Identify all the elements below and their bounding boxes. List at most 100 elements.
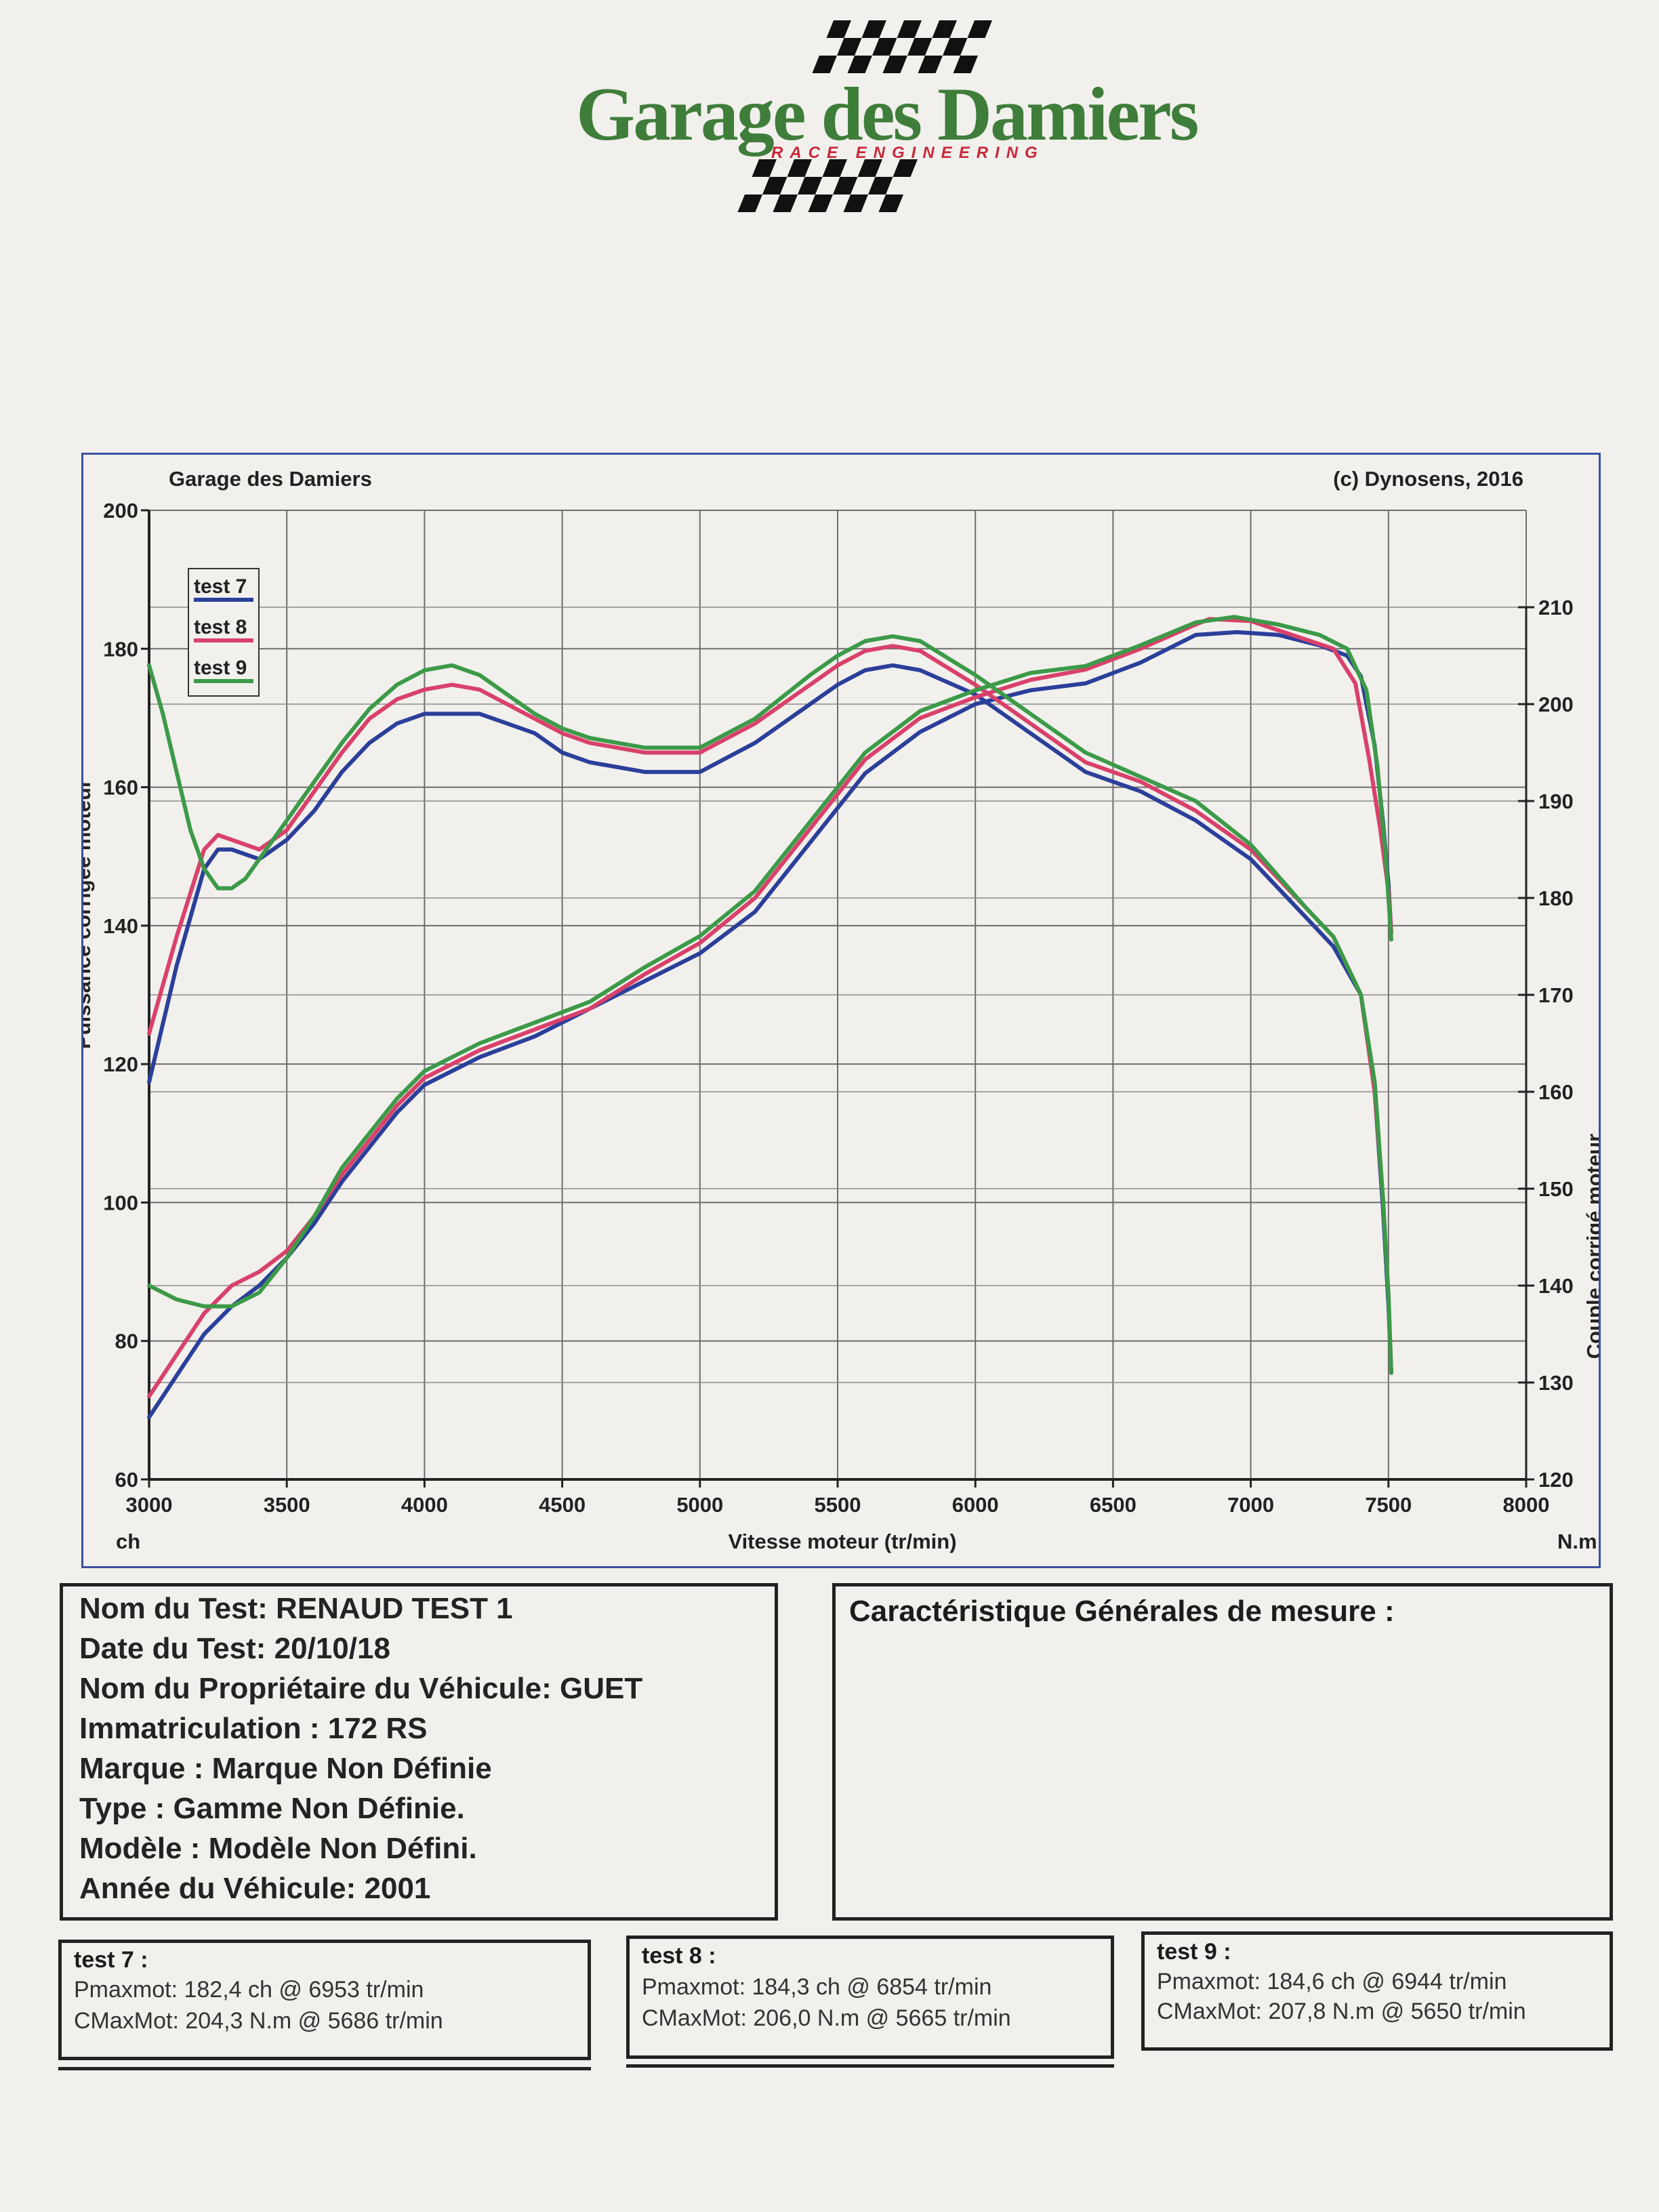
checker-square [847, 56, 872, 73]
checker-square [893, 159, 918, 177]
x-tick-label: 5000 [676, 1493, 723, 1517]
y-tick-label: 100 [103, 1191, 138, 1214]
checker-square [878, 194, 903, 212]
chart-ticks: 3000 3500 4000 4500 5000 5500 6000 6500 7000 7500… [103, 499, 1573, 1517]
y2-tick-label: 210 [1538, 596, 1574, 619]
result-title: test 9 : [1157, 1939, 1231, 1965]
y-tick-label: 120 [103, 1052, 138, 1076]
y2-tick-label: 190 [1538, 790, 1574, 813]
power-curve-test-8 [147, 617, 1393, 1399]
checker-square [918, 56, 943, 73]
result-box-test-8: test 8 : Pmaxmot: 184,3 ch @ 6854 tr/min… [626, 1936, 1114, 2059]
y-tick-label: 160 [103, 776, 138, 800]
x-tick-label: 3000 [126, 1493, 173, 1517]
checker-square [812, 56, 837, 73]
torque-curve-test-9 [147, 634, 1393, 1375]
dyno-chart-svg: Garage des Damiers (c) Dynosens, 2016 30… [83, 467, 1599, 1553]
chart-legend: test 7 test 8 test 9 [188, 568, 260, 697]
checker-square [861, 20, 886, 38]
info-model: Modèle : Modèle Non Défini. [79, 1832, 477, 1865]
checker-square [843, 194, 868, 212]
x-tick-label: 6000 [952, 1493, 999, 1517]
chart-header-right: (c) Dynosens, 2016 [1333, 467, 1523, 491]
y2-axis-unit: N.m [1557, 1530, 1597, 1553]
y2-axis-label: Couple corrigé moteur [1582, 1134, 1599, 1359]
x-axis-label: Vitesse moteur (tr/min) [728, 1530, 956, 1553]
torque-curve-test-7 [147, 663, 1393, 1375]
checker-square [808, 194, 833, 212]
checker-square [907, 38, 933, 56]
result-cmax: CMaxMot: 207,8 N.m @ 5650 tr/min [1157, 1999, 1526, 2024]
y-tick-label: 140 [103, 914, 138, 938]
info-registration: Immatriculation : 172 RS [79, 1712, 428, 1745]
result-pmax: Pmaxmot: 184,3 ch @ 6854 tr/min [642, 1974, 992, 2000]
checker-square [882, 56, 907, 73]
divider-line [626, 2064, 1114, 2068]
checker-square [897, 20, 922, 38]
power-curve-test-9 [147, 615, 1393, 1309]
y2-tick-label: 200 [1538, 693, 1574, 716]
y2-tick-label: 180 [1538, 886, 1574, 910]
y-tick-label: 80 [115, 1330, 138, 1353]
info-owner: Nom du Propriétaire du Véhicule: GUET [79, 1672, 643, 1705]
x-tick-label: 3500 [264, 1493, 310, 1517]
result-title: test 7 : [74, 1947, 148, 1973]
checker-square [752, 159, 777, 177]
checkered-flag-top-icon [812, 20, 992, 73]
info-brand: Marque : Marque Non Définie [79, 1752, 492, 1785]
checker-square [857, 159, 882, 177]
legend-label: test 9 [194, 657, 247, 679]
y2-tick-label: 120 [1538, 1468, 1574, 1492]
x-tick-label: 7000 [1227, 1493, 1274, 1517]
checker-square [836, 38, 862, 56]
garage-logo: Garage des Damiers RACE ENGINEERING [556, 14, 1199, 230]
divider-line [58, 2067, 591, 2070]
chart-header-left: Garage des Damiers [169, 467, 372, 491]
info-test-name: Nom du Test: RENAUD TEST 1 [79, 1592, 513, 1625]
info-test-date: Date du Test: 20/10/18 [79, 1632, 390, 1665]
info-year: Année du Véhicule: 2001 [79, 1872, 431, 1905]
x-tick-label: 5500 [815, 1493, 861, 1517]
checker-square [872, 38, 897, 56]
specs-title: Caractéristique Générales de mesure : [849, 1595, 1395, 1628]
checker-square [826, 20, 851, 38]
y2-tick-label: 160 [1538, 1080, 1574, 1104]
dyno-chart: Garage des Damiers (c) Dynosens, 2016 30… [81, 453, 1601, 1568]
checker-square [832, 177, 858, 194]
checker-square [787, 159, 812, 177]
checker-square [762, 177, 787, 194]
result-title: test 8 : [642, 1943, 716, 1969]
checker-square [737, 194, 762, 212]
result-cmax: CMaxMot: 204,3 N.m @ 5686 tr/min [74, 2008, 443, 2034]
checker-square [953, 56, 978, 73]
result-cmax: CMaxMot: 206,0 N.m @ 5665 tr/min [642, 2005, 1011, 2031]
x-tick-label: 8000 [1503, 1493, 1550, 1517]
result-box-test-7: test 7 : Pmaxmot: 182,4 ch @ 6953 tr/min… [58, 1940, 591, 2060]
test-info-box: Nom du Test: RENAUD TEST 1 Date du Test:… [60, 1583, 778, 1921]
y-axis-label: Puissance corrigée moteur [83, 779, 95, 1049]
x-tick-label: 7500 [1365, 1493, 1412, 1517]
y-tick-label: 200 [103, 499, 138, 523]
result-box-test-9: test 9 : Pmaxmot: 184,6 ch @ 6944 tr/min… [1141, 1931, 1613, 2051]
result-pmax: Pmaxmot: 182,4 ch @ 6953 tr/min [74, 1977, 424, 2003]
y2-tick-label: 170 [1538, 983, 1574, 1007]
checker-square [797, 177, 823, 194]
checkered-flag-bottom-icon [737, 159, 918, 212]
legend-label: test 7 [194, 575, 247, 598]
y2-tick-label: 140 [1538, 1274, 1574, 1298]
legend-label: test 8 [194, 616, 247, 638]
checker-square [867, 177, 893, 194]
measurement-specs-box: Caractéristique Générales de mesure : [832, 1583, 1613, 1921]
x-axis-unit: ch [116, 1530, 140, 1553]
logo-brand-text: Garage des Damiers [576, 73, 1199, 157]
y2-tick-label: 130 [1538, 1371, 1574, 1395]
x-tick-label: 4500 [539, 1493, 586, 1517]
y-tick-label: 180 [103, 637, 138, 661]
result-pmax: Pmaxmot: 184,6 ch @ 6944 tr/min [1157, 1969, 1507, 1994]
checker-square [932, 20, 957, 38]
y2-tick-label: 150 [1538, 1177, 1574, 1201]
y-tick-label: 60 [115, 1468, 138, 1492]
checker-square [773, 194, 798, 212]
checker-square [967, 20, 992, 38]
logo-subtitle-text: RACE ENGINEERING [771, 144, 1044, 162]
